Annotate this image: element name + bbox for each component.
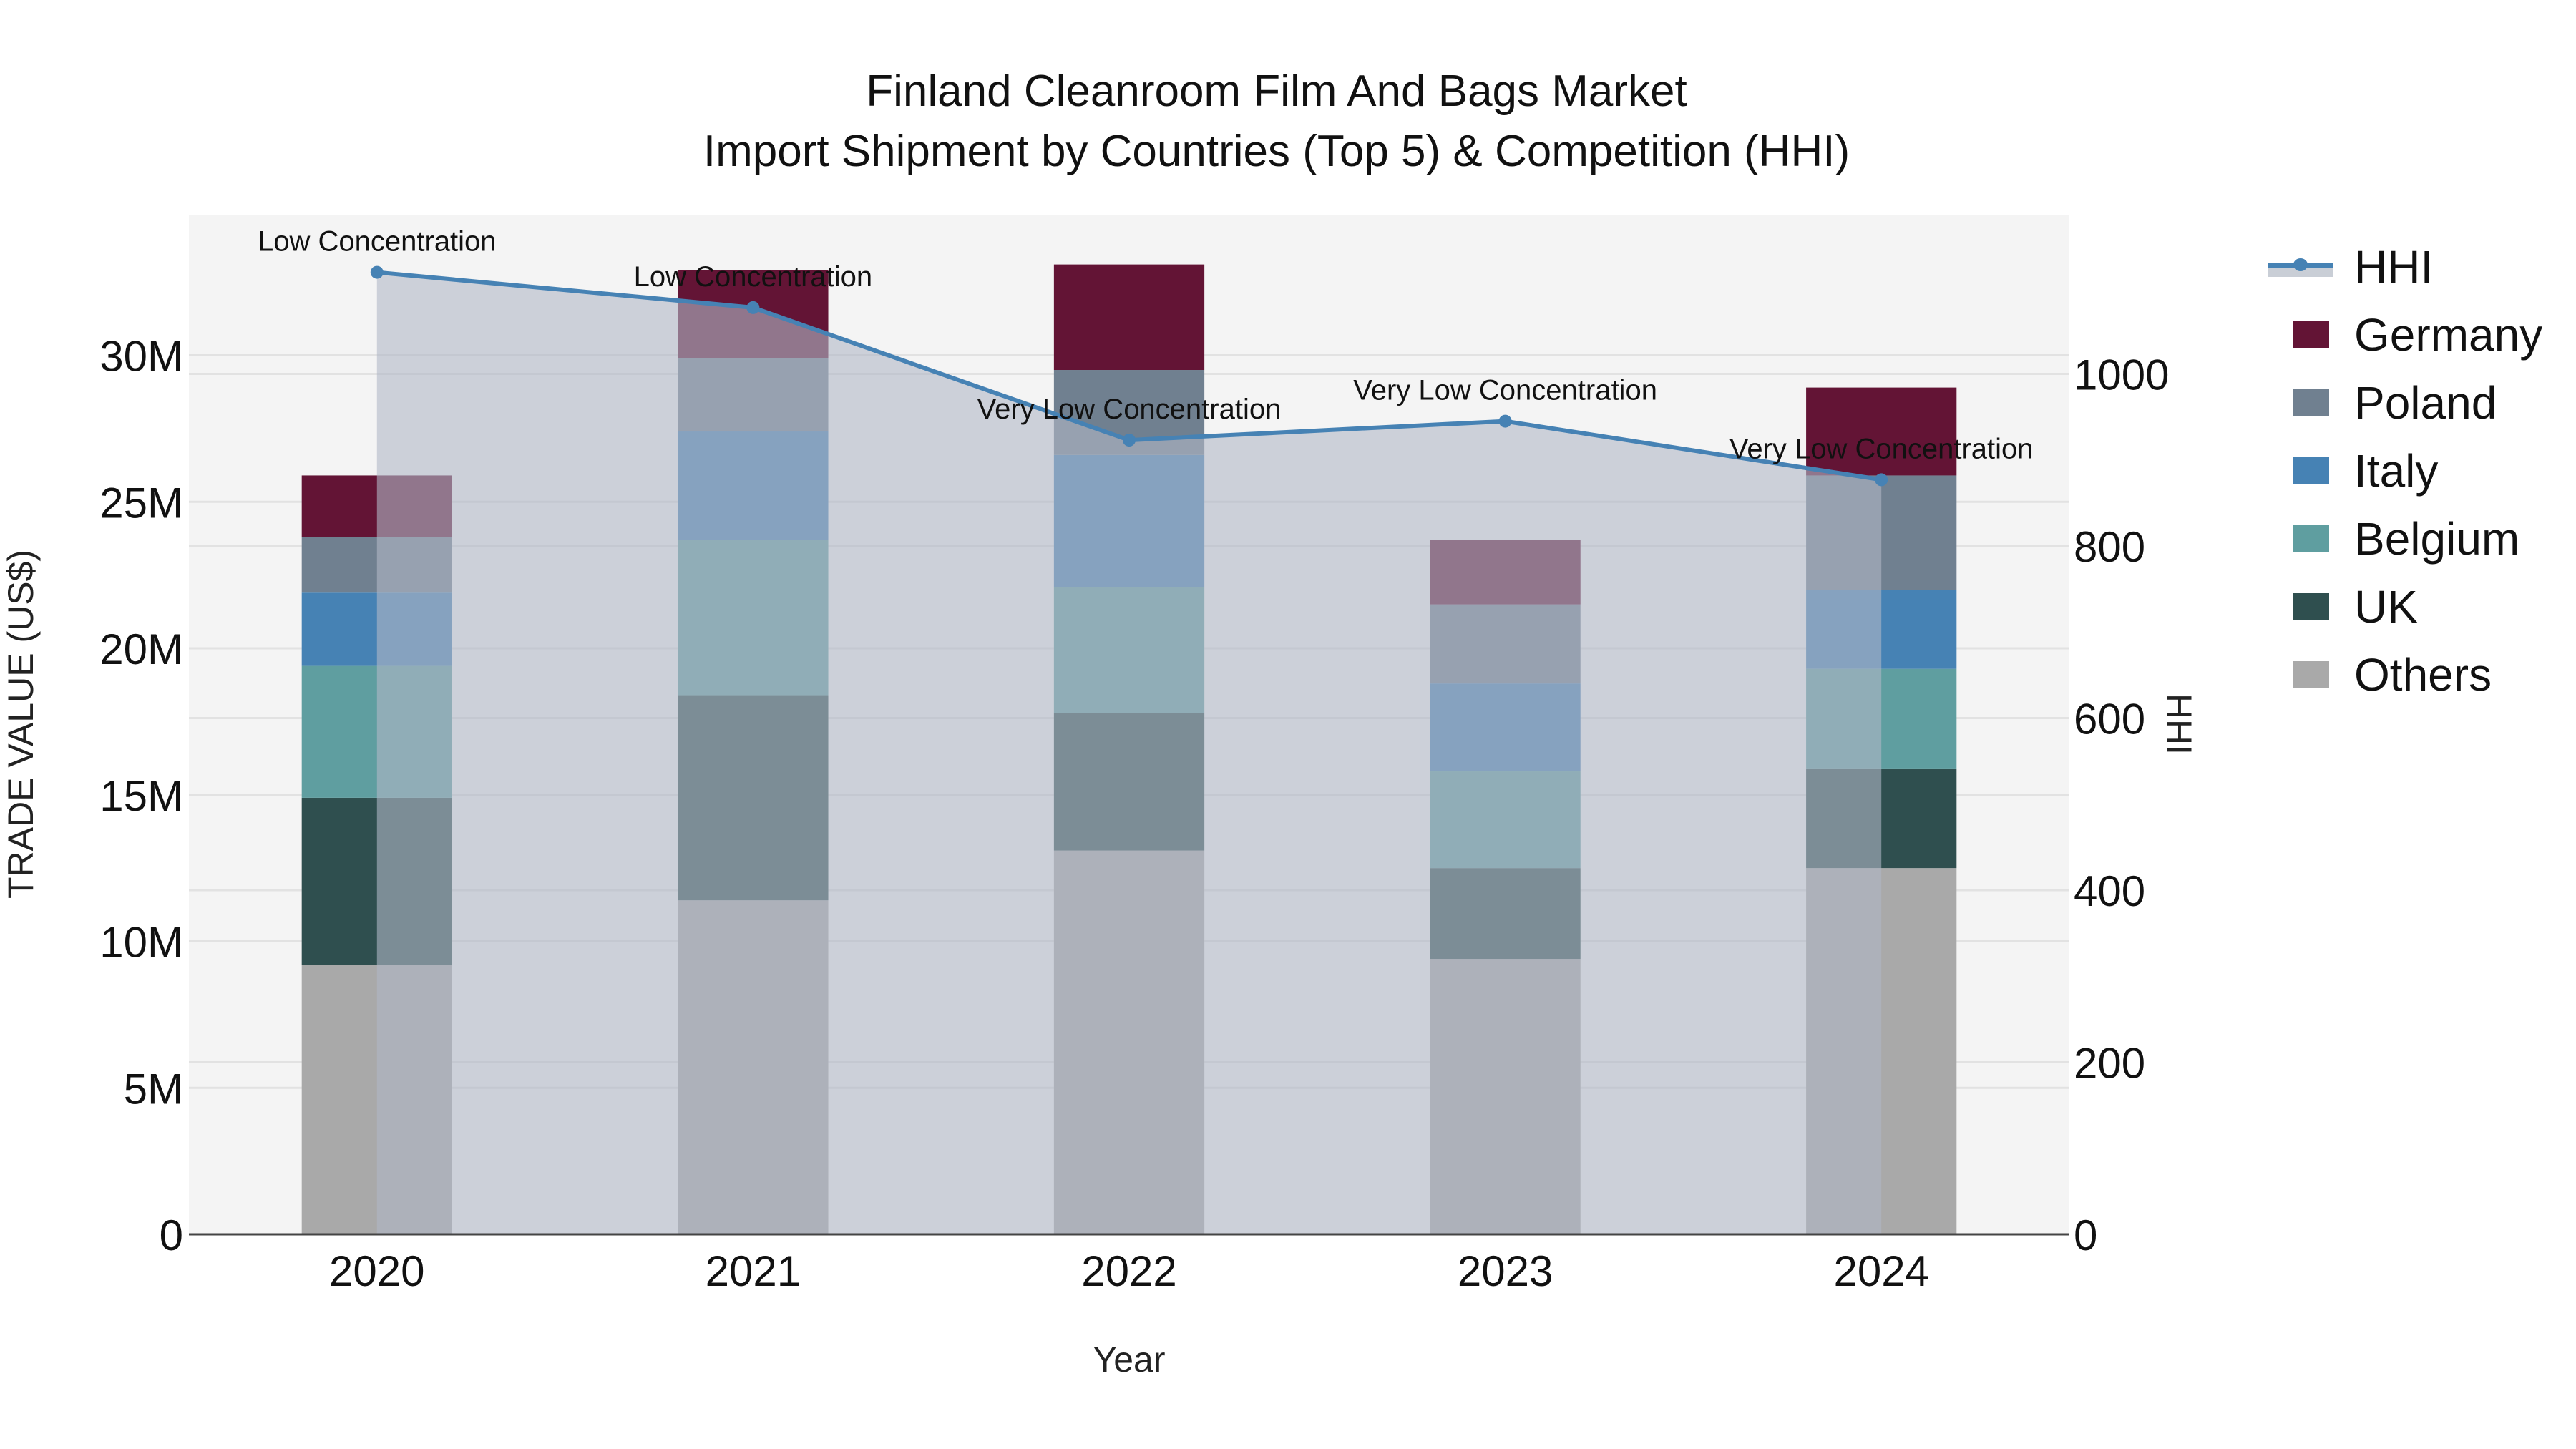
hhi-fill-area — [376, 272, 1882, 1235]
color-swatch-icon — [2293, 389, 2329, 416]
legend-label: Belgium — [2354, 512, 2520, 565]
legend-item-poland[interactable]: Poland — [2268, 369, 2542, 436]
hhi-point-2023[interactable] — [1498, 414, 1512, 428]
line-marker-icon — [2268, 253, 2333, 281]
legend-label: Others — [2354, 648, 2492, 701]
y2-tick-label: 1000 — [2074, 351, 2169, 399]
y2-axis-ticks: 0 200 400 600 800 1000 — [2074, 351, 2169, 1259]
legend-item-belgium[interactable]: Belgium — [2268, 504, 2542, 572]
y2-tick-label: 0 — [2074, 1211, 2097, 1259]
chart-title: Finland Cleanroom Film And Bags Market — [866, 67, 1687, 116]
y-tick-label: 20M — [99, 625, 183, 673]
y-tick-label: 15M — [99, 772, 183, 820]
color-swatch-icon — [2293, 321, 2329, 348]
y-tick-label: 0 — [160, 1211, 183, 1259]
hhi-line — [370, 265, 1888, 487]
hhi-annotation: Very Low Concentration — [1729, 433, 2034, 464]
legend-label: UK — [2354, 580, 2418, 633]
legend-item-others[interactable]: Others — [2268, 640, 2542, 708]
hhi-point-2022[interactable] — [1123, 434, 1136, 447]
legend-label: Italy — [2354, 444, 2439, 497]
legend-label: Germany — [2354, 308, 2543, 361]
color-swatch-icon — [2293, 661, 2329, 688]
hhi-area — [376, 272, 1882, 1235]
y2-tick-label: 200 — [2074, 1039, 2145, 1087]
color-swatch-icon — [2293, 457, 2329, 484]
y-tick-label: 5M — [124, 1065, 183, 1113]
legend-item-hhi[interactable]: HHI — [2268, 233, 2542, 301]
hhi-annotation: Very Low Concentration — [977, 394, 1282, 425]
hhi-point-2021[interactable] — [746, 301, 760, 314]
y-tick-label: 10M — [99, 919, 183, 967]
y2-tick-label: 800 — [2074, 523, 2145, 571]
hhi-annotations: Low Concentration Low Concentration Very L… — [258, 226, 2034, 465]
bar-segment-germany-2022[interactable] — [1053, 264, 1205, 371]
y-axis-ticks: 0 5M 10M 15M 20M 25M 30M — [99, 333, 183, 1259]
y2-tick-label: 400 — [2074, 867, 2145, 915]
legend-label: Poland — [2354, 376, 2497, 429]
x-tick-label: 2021 — [706, 1247, 801, 1295]
legend-item-uk[interactable]: UK — [2268, 572, 2542, 640]
hhi-point-2024[interactable] — [1875, 473, 1888, 487]
x-tick-label: 2022 — [1081, 1247, 1176, 1295]
bar-segment-germany-2024[interactable] — [1806, 387, 1957, 476]
chart-subtitle: Import Shipment by Countries (Top 5) & C… — [703, 127, 1850, 176]
x-axis-title: Year — [1093, 1340, 1165, 1380]
hhi-point-2020[interactable] — [370, 265, 384, 279]
color-swatch-icon — [2293, 593, 2329, 620]
y-tick-label: 25M — [99, 479, 183, 527]
color-swatch-icon — [2293, 525, 2329, 552]
legend: HHI Germany Poland Italy Belgium UK Others — [2268, 233, 2542, 708]
legend-label: HHI — [2354, 240, 2434, 293]
legend-item-germany[interactable]: Germany — [2268, 301, 2542, 369]
x-axis-ticks: 2020 2021 2022 2023 2024 — [329, 1247, 1929, 1295]
hhi-annotation: Very Low Concentration — [1353, 375, 1657, 406]
hhi-annotation: Low Concentration — [634, 261, 873, 293]
y-tick-label: 30M — [99, 333, 183, 381]
x-tick-label: 2020 — [329, 1247, 424, 1295]
y2-tick-label: 600 — [2074, 695, 2145, 743]
y-axis-title: TRADE VALUE (US$) — [1, 550, 41, 899]
x-tick-label: 2024 — [1833, 1247, 1928, 1295]
hhi-annotation: Low Concentration — [258, 226, 497, 258]
x-tick-label: 2023 — [1458, 1247, 1553, 1295]
y2-axis-title: HHI — [2159, 693, 2199, 755]
legend-item-italy[interactable]: Italy — [2268, 436, 2542, 504]
